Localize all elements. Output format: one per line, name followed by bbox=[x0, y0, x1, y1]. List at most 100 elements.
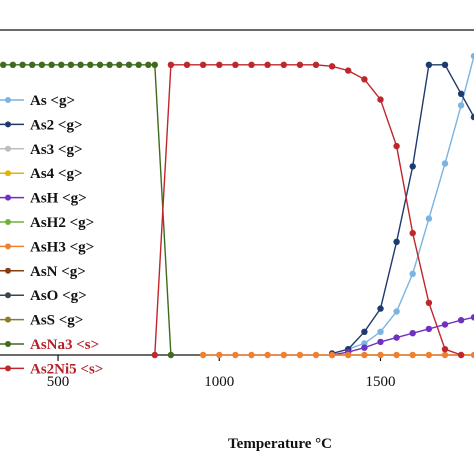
data-point bbox=[470, 52, 474, 60]
data-point bbox=[183, 61, 191, 68]
data-point bbox=[425, 325, 433, 333]
legend-swatch-marker bbox=[5, 316, 11, 323]
data-point bbox=[409, 330, 416, 337]
chart-series-lines bbox=[0, 52, 474, 359]
data-point bbox=[377, 305, 384, 312]
data-point bbox=[167, 351, 175, 359]
data-point bbox=[199, 351, 207, 359]
data-point bbox=[58, 61, 65, 68]
legend-swatch-marker bbox=[5, 194, 11, 201]
data-point bbox=[425, 351, 433, 359]
data-point bbox=[264, 61, 271, 68]
data-point bbox=[470, 113, 474, 121]
data-point bbox=[425, 215, 433, 222]
data-point bbox=[441, 160, 449, 167]
legend-entry-label: AsH2 <g> bbox=[30, 215, 94, 231]
data-point bbox=[151, 351, 158, 359]
data-point bbox=[425, 299, 433, 306]
data-point bbox=[377, 328, 384, 335]
series-line bbox=[154, 64, 462, 356]
legend-entry-label: As3 <g> bbox=[30, 142, 83, 158]
data-point bbox=[96, 61, 104, 68]
data-point bbox=[393, 238, 400, 245]
data-point bbox=[280, 61, 287, 68]
legend-swatch-marker bbox=[5, 97, 11, 103]
legend-swatch-marker bbox=[5, 145, 11, 152]
series-line bbox=[331, 316, 474, 356]
data-point bbox=[312, 351, 320, 359]
data-point bbox=[361, 351, 368, 359]
legend-swatch-marker bbox=[5, 267, 11, 274]
data-point bbox=[393, 351, 400, 359]
data-point bbox=[377, 96, 384, 103]
legend-entry-label: AsN <g> bbox=[30, 264, 86, 280]
data-point bbox=[199, 61, 207, 68]
data-point bbox=[457, 317, 465, 324]
data-point bbox=[409, 270, 416, 277]
legend-entry-label: As2 <g> bbox=[30, 117, 83, 133]
data-point bbox=[264, 351, 271, 359]
x-tick-label: 1000 bbox=[204, 374, 234, 390]
data-point bbox=[409, 163, 416, 170]
legend-entry-label: AsO <g> bbox=[30, 288, 87, 304]
data-point bbox=[248, 351, 255, 359]
x-tick-label: 500 bbox=[47, 374, 70, 390]
data-point bbox=[19, 61, 26, 68]
data-point bbox=[470, 314, 474, 321]
data-point bbox=[67, 61, 75, 68]
data-point bbox=[345, 67, 352, 74]
data-point bbox=[409, 351, 416, 359]
data-point bbox=[377, 338, 384, 346]
data-point bbox=[470, 351, 474, 359]
data-point bbox=[248, 61, 255, 68]
data-point bbox=[296, 351, 304, 359]
legend-swatch-marker bbox=[5, 341, 11, 347]
data-point bbox=[87, 61, 94, 68]
legend-entry-label: AsH3 <g> bbox=[30, 239, 94, 255]
data-point bbox=[135, 61, 142, 68]
legend-swatch-marker bbox=[5, 219, 11, 225]
data-point bbox=[77, 61, 84, 68]
data-point bbox=[145, 61, 152, 68]
data-point bbox=[232, 61, 239, 68]
x-tick-label: 1500 bbox=[365, 374, 395, 390]
legend-entry-label: AsS <g> bbox=[30, 313, 83, 329]
data-point bbox=[361, 76, 368, 83]
data-point bbox=[38, 61, 46, 68]
data-point bbox=[441, 346, 449, 353]
data-point bbox=[167, 61, 175, 68]
data-point bbox=[280, 351, 287, 359]
data-point bbox=[393, 142, 400, 150]
data-point bbox=[457, 351, 465, 359]
data-point bbox=[361, 328, 368, 335]
data-point bbox=[232, 351, 239, 359]
data-point bbox=[441, 61, 449, 68]
legend-swatch-marker bbox=[5, 292, 11, 299]
x-axis-label: Temperature °C bbox=[228, 436, 332, 452]
data-point bbox=[457, 90, 465, 98]
legend-entry-label: As2Ni5 <s> bbox=[30, 361, 103, 377]
data-point bbox=[441, 351, 449, 359]
data-point bbox=[216, 61, 223, 68]
data-point bbox=[328, 351, 336, 359]
data-point bbox=[0, 61, 7, 68]
data-point bbox=[441, 321, 449, 328]
data-point bbox=[9, 61, 17, 68]
data-point bbox=[377, 351, 384, 359]
legend-entry-label: AsH <g> bbox=[30, 191, 87, 207]
data-point bbox=[312, 61, 320, 68]
data-point bbox=[393, 334, 400, 341]
series-line bbox=[331, 64, 474, 355]
data-point bbox=[296, 61, 304, 68]
data-point bbox=[328, 63, 336, 70]
data-point bbox=[457, 102, 465, 109]
data-point bbox=[345, 351, 352, 359]
data-point bbox=[48, 61, 55, 68]
chart-legend: As <g> As2 <g> As3 <g> As4 <g> AsH <g> AsH2 <… bbox=[0, 93, 103, 377]
legend-swatch-marker bbox=[5, 243, 11, 250]
data-point bbox=[409, 229, 416, 237]
data-point bbox=[361, 344, 368, 351]
legend-swatch-marker bbox=[5, 170, 11, 177]
data-point bbox=[106, 61, 113, 68]
